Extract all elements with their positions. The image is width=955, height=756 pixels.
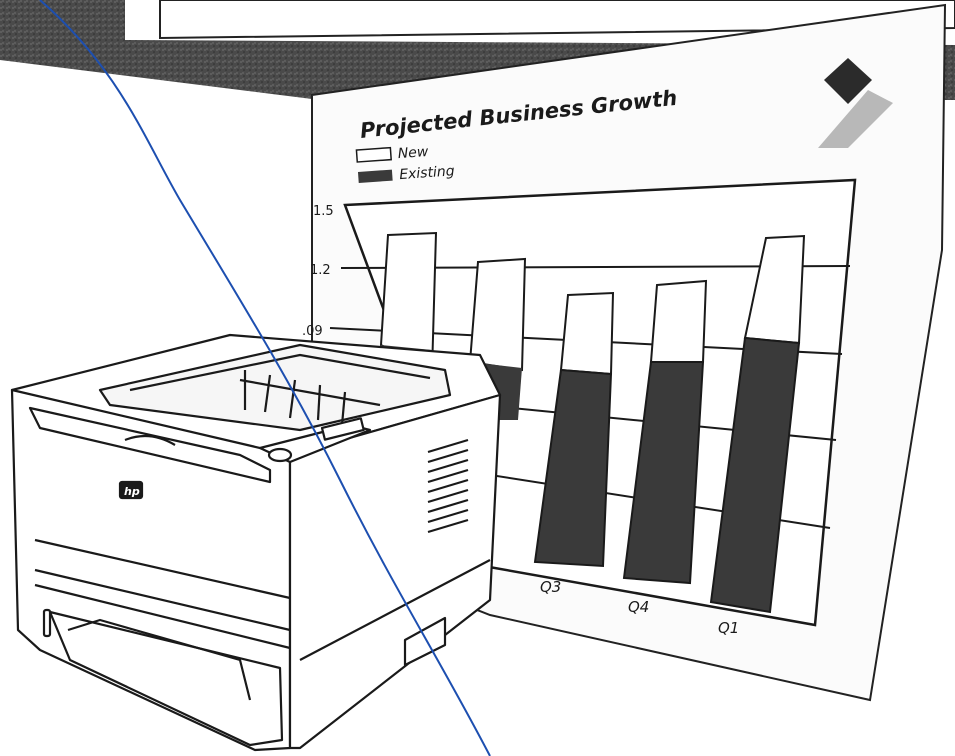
bar-new <box>468 257 527 372</box>
tray-handle[interactable] <box>67 618 252 701</box>
legend-swatch-existing <box>357 169 393 183</box>
bar-group-4 <box>622 279 708 585</box>
printer: hp <box>10 333 502 752</box>
bar-group-5 <box>709 234 806 614</box>
bar-existing <box>622 361 705 585</box>
x-tick-label: Q4 <box>628 598 649 616</box>
front-panel-line <box>34 583 291 650</box>
bar-existing <box>709 336 801 614</box>
y-tick-label: 1.5 <box>313 204 334 219</box>
x-tick-label: Q3 <box>540 578 561 596</box>
paper-guides <box>239 370 381 426</box>
power-button[interactable] <box>267 447 293 463</box>
front-lip <box>28 406 272 484</box>
bar-group-3 <box>533 291 615 568</box>
side-vent-grille <box>427 438 469 534</box>
legend-label-new: New <box>397 144 429 162</box>
bar-existing <box>533 368 613 568</box>
front-panel-line <box>34 568 291 632</box>
y-tick-label: .09 <box>302 324 323 339</box>
hp-logo-badge <box>118 480 144 500</box>
bar-new <box>649 279 708 363</box>
paper-level-indicator <box>42 608 52 638</box>
legend-swatch-new <box>355 146 392 163</box>
paper-tray <box>48 610 284 747</box>
front-panel-line <box>34 538 291 600</box>
status-lights <box>320 417 365 441</box>
top-white-panel <box>159 0 955 40</box>
output-tray-slot <box>129 353 431 392</box>
y-tick-label: 1.2 <box>310 263 331 278</box>
logo-wedge-icon <box>818 90 893 148</box>
x-tick-label: Q1 <box>718 619 739 637</box>
hp-logo: hp <box>124 485 140 498</box>
front-handle <box>124 434 176 446</box>
side-tray-slot <box>403 616 447 667</box>
side-panel-line <box>299 559 491 661</box>
annotation-line <box>39 0 491 756</box>
legend-label-existing: Existing <box>399 163 456 183</box>
bar-new <box>559 291 615 376</box>
logo-diamond-icon <box>824 58 872 104</box>
